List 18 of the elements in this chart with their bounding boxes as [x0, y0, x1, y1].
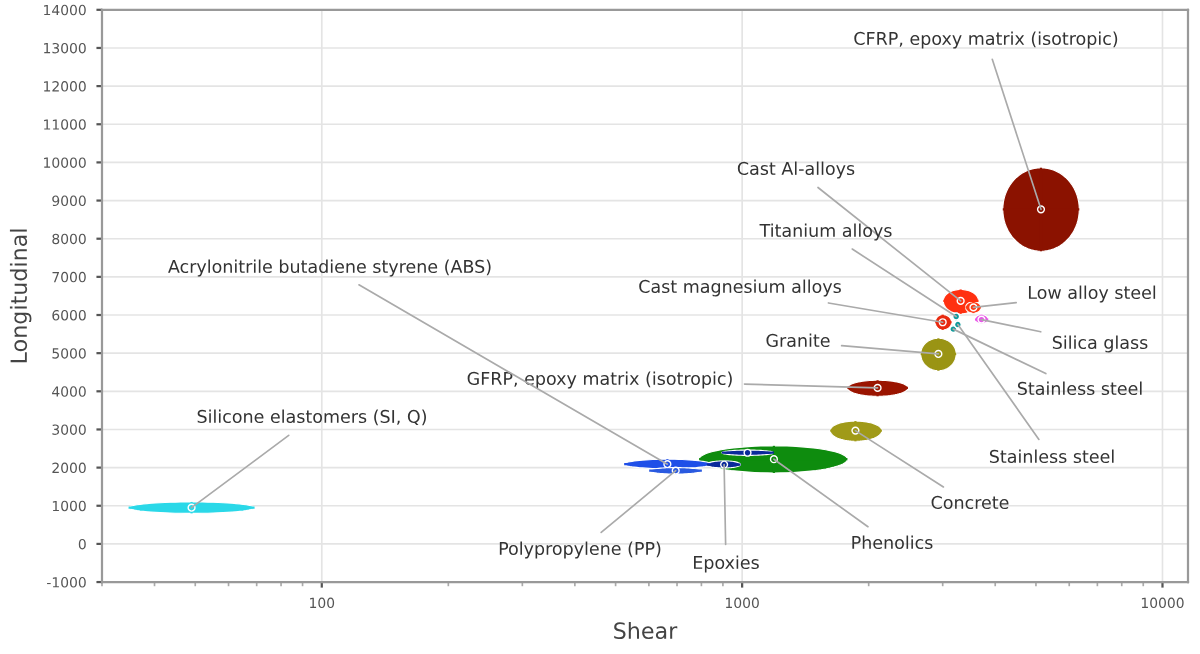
text: Titanium alloys — [759, 223, 892, 241]
text: Concrete — [931, 495, 1009, 510]
text: Low alloy steel — [1028, 285, 1156, 303]
text: Cast magnesium alloys — [639, 279, 841, 297]
text: GFRP, epoxy matrix (isotropic) — [467, 371, 732, 389]
text: Silica glass — [1052, 335, 1148, 353]
text: Cast Al-alloys — [737, 161, 855, 179]
text: CFRP, epoxy matrix (isotropic) — [854, 31, 1118, 49]
text: Granite — [766, 333, 830, 348]
text: Acrylonitrile butadiene styrene (ABS) — [168, 259, 491, 277]
text: Stainless steel — [989, 449, 1114, 464]
text: Polypropylene (PP) — [499, 541, 661, 559]
text: Epoxies — [694, 555, 759, 573]
text: Silicone elastomers (SI, Q) — [197, 409, 426, 426]
y-axis-title: Longitudinal — [9, 229, 32, 363]
text: Phenolics — [852, 535, 933, 550]
x-axis-title: Shear — [614, 621, 678, 640]
text: Stainless steel — [1017, 381, 1142, 396]
